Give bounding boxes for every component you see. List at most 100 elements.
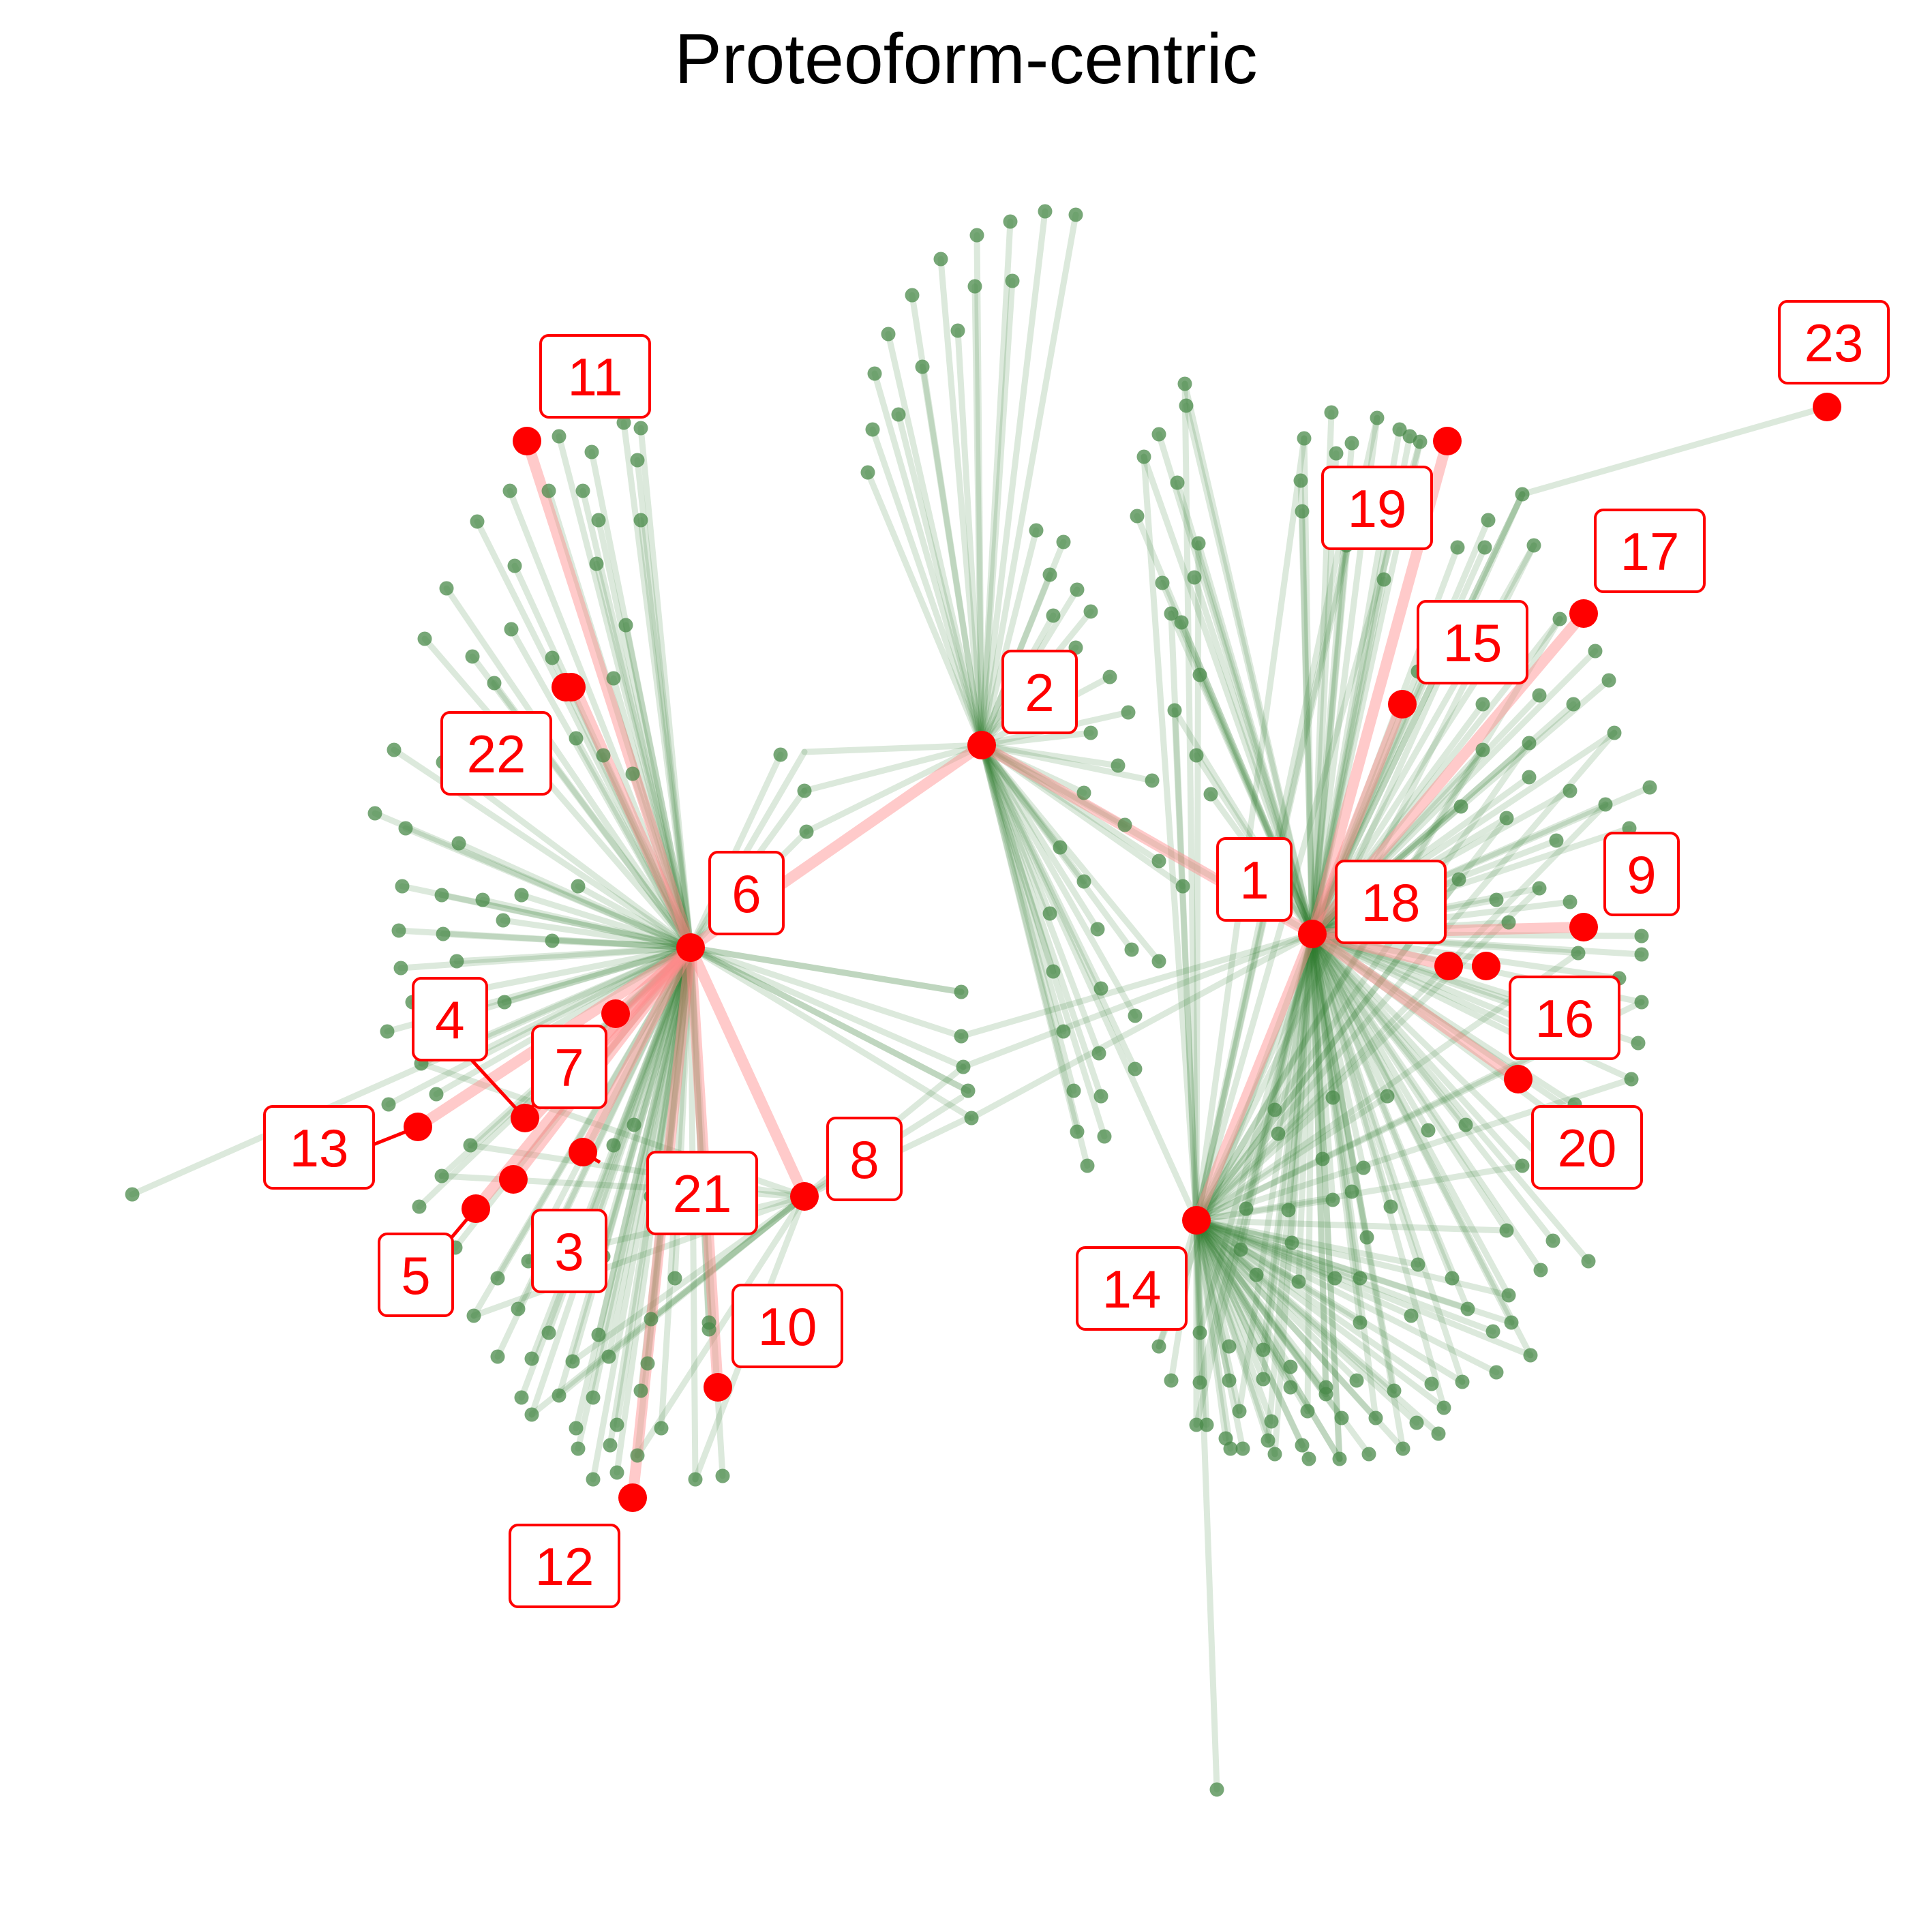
node — [1424, 1376, 1439, 1391]
node — [1460, 1301, 1475, 1316]
node — [586, 1472, 601, 1487]
edge — [1193, 1217, 1295, 1246]
node — [367, 806, 382, 821]
edge — [1309, 931, 1599, 1130]
node-label-12: 12 — [509, 1524, 620, 1608]
node — [1332, 1451, 1347, 1466]
node — [429, 1087, 444, 1102]
edge — [978, 742, 1138, 1072]
node — [451, 836, 466, 851]
node — [1295, 1438, 1310, 1453]
edge — [593, 560, 694, 951]
edge — [1519, 404, 1830, 498]
node — [609, 1465, 624, 1480]
edge — [1309, 931, 1447, 1411]
node — [393, 961, 408, 976]
node — [1409, 1415, 1424, 1430]
edge — [937, 256, 985, 749]
node — [1189, 1417, 1204, 1432]
edge — [1309, 931, 1471, 1312]
node — [1522, 770, 1537, 785]
node — [1634, 929, 1649, 944]
node — [1563, 783, 1578, 798]
edge — [1304, 931, 1316, 1415]
edge — [1193, 729, 1618, 1224]
edge — [622, 622, 694, 951]
node — [1155, 575, 1170, 590]
edge — [687, 944, 712, 1333]
label-text: 11 — [568, 347, 623, 407]
node — [1451, 872, 1466, 887]
edge — [648, 944, 694, 1323]
edge — [634, 457, 694, 951]
edge — [588, 449, 694, 951]
node — [1235, 1441, 1250, 1456]
edge — [1260, 931, 1316, 1383]
edge — [1193, 1217, 1398, 1394]
node — [1264, 1414, 1279, 1429]
edge — [1191, 574, 1316, 937]
edge — [1193, 1217, 1267, 1383]
edge — [978, 208, 1048, 749]
edge — [978, 742, 1063, 851]
edge — [1141, 453, 1200, 1224]
node — [1070, 582, 1085, 597]
node — [1283, 1380, 1298, 1395]
node — [125, 1187, 140, 1202]
node — [1315, 1151, 1330, 1166]
edge — [1309, 931, 1556, 1244]
label-box — [531, 1025, 607, 1109]
highlight-node-8 — [790, 1182, 819, 1211]
edge — [1196, 671, 1316, 937]
node — [1349, 1373, 1364, 1388]
edge — [919, 363, 985, 749]
edge — [1309, 931, 1466, 1385]
node — [1151, 954, 1166, 969]
node — [1607, 725, 1622, 740]
edge — [1193, 438, 1423, 1224]
label-box — [708, 851, 785, 935]
highlight-node-extra — [601, 999, 630, 1028]
node — [1353, 1271, 1368, 1286]
edge — [1193, 1217, 1496, 1335]
edge — [556, 944, 694, 1399]
edge — [1193, 931, 1316, 1428]
edge — [556, 1193, 808, 1399]
node — [1522, 736, 1537, 751]
node-label-23: 23 — [1778, 300, 1890, 384]
node — [633, 421, 648, 436]
node — [1187, 570, 1202, 585]
edge — [1288, 931, 1316, 1246]
edge — [1193, 1217, 1360, 1384]
page-title: Proteoform-centric — [674, 20, 1258, 99]
edge — [978, 742, 1102, 1057]
node — [616, 415, 631, 430]
node — [1111, 758, 1126, 773]
highlight-node-10 — [704, 1373, 732, 1402]
label-box — [1321, 466, 1433, 550]
node — [545, 650, 560, 665]
edge — [549, 937, 694, 951]
highlight-edge — [569, 682, 696, 953]
edge — [590, 944, 694, 1401]
node — [625, 766, 640, 781]
node — [627, 1117, 642, 1132]
node — [1453, 799, 1468, 814]
node — [701, 1315, 716, 1330]
node — [1124, 942, 1139, 957]
node — [1281, 1203, 1296, 1218]
edge — [978, 742, 1162, 965]
edge — [1193, 1217, 1420, 1426]
edge — [1309, 931, 1455, 1282]
edge — [973, 232, 985, 749]
label-box — [1603, 832, 1680, 916]
node — [1499, 811, 1514, 826]
node — [1192, 1325, 1207, 1340]
node-label-19: 19 — [1321, 466, 1433, 550]
node — [387, 742, 402, 757]
node-label-17: 17 — [1594, 509, 1706, 593]
label-text: 3 — [554, 1222, 584, 1282]
node — [1523, 1348, 1538, 1363]
